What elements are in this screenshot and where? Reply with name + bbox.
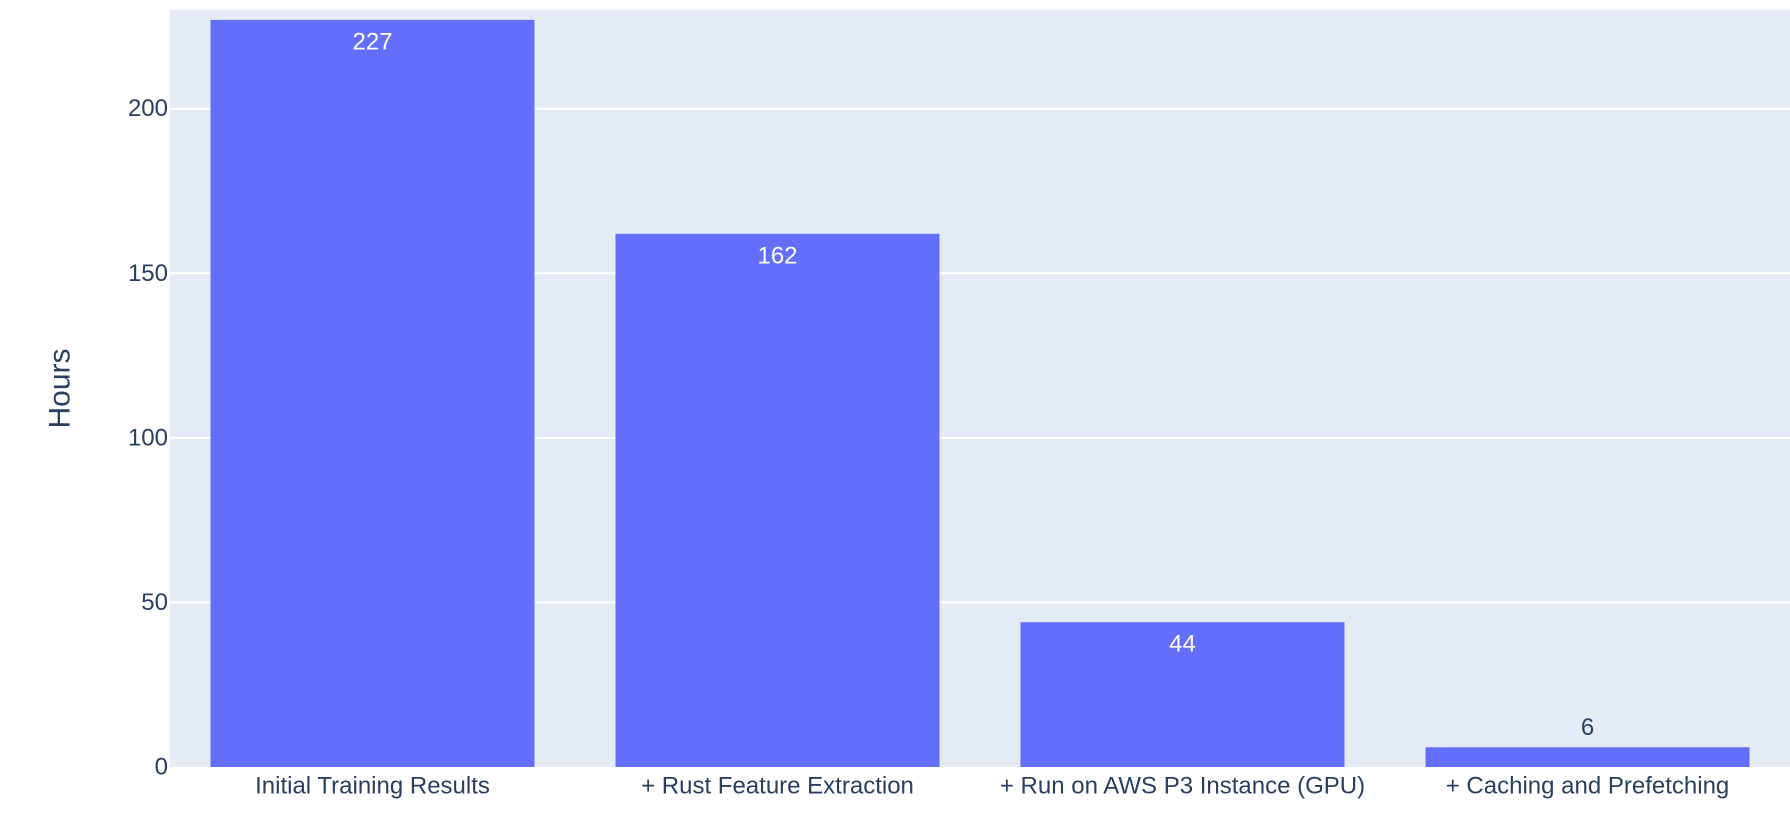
x-tick-label: + Rust Feature Extraction xyxy=(641,773,914,800)
x-axis-ticks: Initial Training Results + Rust Feature E… xyxy=(255,773,1729,800)
y-tick-label: 200 xyxy=(128,95,168,122)
bar xyxy=(1020,622,1345,767)
y-tick-label: 100 xyxy=(128,424,168,451)
y-tick-label: 0 xyxy=(155,754,168,781)
bar xyxy=(210,19,535,768)
bar xyxy=(615,233,940,767)
x-tick-label: + Caching and Prefetching xyxy=(1446,773,1730,800)
bar-value-label: 227 xyxy=(352,28,392,55)
y-axis-ticks: 0 50 100 150 200 xyxy=(128,95,168,780)
bar-value-label: 6 xyxy=(1581,714,1594,741)
bars xyxy=(210,19,1750,768)
x-tick-label: Initial Training Results xyxy=(255,773,490,800)
bar xyxy=(1425,747,1750,767)
data-labels: 227 162 44 6 xyxy=(352,28,1594,740)
bar-value-label: 44 xyxy=(1169,631,1196,658)
x-tick-label: + Run on AWS P3 Instance (GPU) xyxy=(1000,773,1365,800)
y-tick-label: 50 xyxy=(141,589,168,616)
y-tick-label: 150 xyxy=(128,260,168,287)
y-axis-title: Hours xyxy=(44,348,77,428)
bar-value-label: 162 xyxy=(757,242,797,269)
